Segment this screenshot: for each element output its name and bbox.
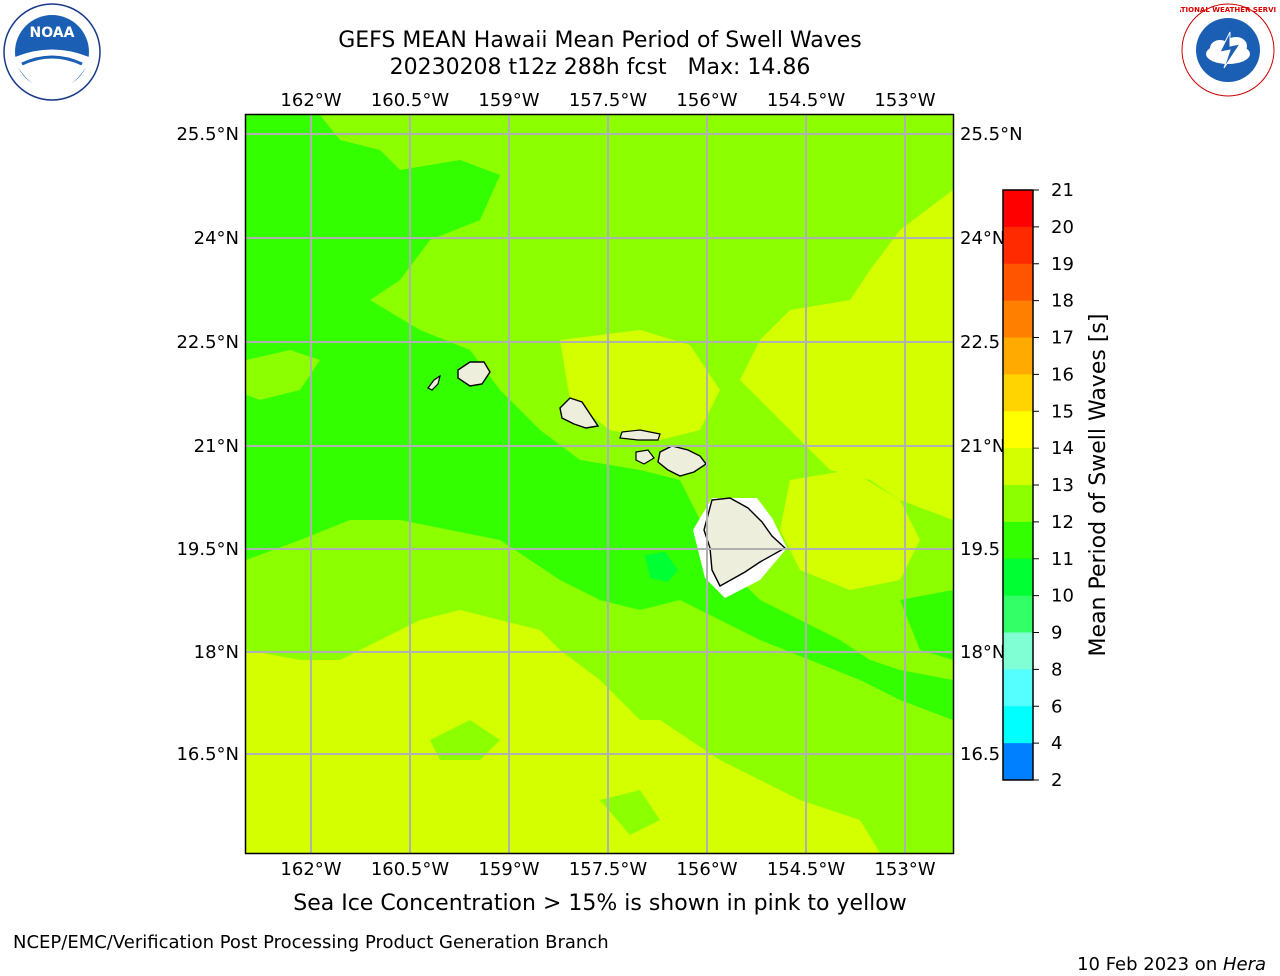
- chart-title-line2: 20230208 t12z 288h fcst Max: 14.86: [389, 55, 811, 80]
- colorbar-segment: [1003, 448, 1033, 486]
- colorbar-segment: [1003, 521, 1033, 560]
- island-maui: [657, 445, 708, 477]
- lon-labels-top: 162°W 160.5°W 159°W 157.5°W 156°W 154.5°…: [280, 90, 935, 111]
- field-14s-patch-a: [560, 330, 720, 440]
- colorbar-segment: [1003, 743, 1033, 781]
- noaa-logo-text: NOAA: [30, 25, 75, 41]
- colorbar-tick-label: 17: [1051, 328, 1074, 349]
- footer-machine: Hera: [1222, 954, 1266, 975]
- colorbar-tick-label: 21: [1051, 180, 1074, 201]
- lat-label: 24°N: [194, 228, 239, 249]
- colorbar-segment: [1003, 411, 1033, 449]
- colorbar-segment: [1003, 595, 1033, 633]
- lon-label: 153°W: [874, 90, 935, 111]
- swell-period-field: [246, 115, 953, 853]
- footer-left: NCEP/EMC/Verification Post Processing Pr…: [13, 932, 609, 953]
- colorbar-tick-label: 20: [1051, 217, 1074, 238]
- island-kauai: [457, 361, 491, 387]
- lat-label: 19.5: [960, 539, 1000, 560]
- colorbar-tick-label: 16: [1051, 364, 1074, 385]
- lat-label: 24°N: [960, 228, 1005, 249]
- colorbar-tick-label: 14: [1051, 438, 1074, 459]
- lon-label: 154.5°W: [767, 859, 846, 880]
- graticule: [246, 115, 953, 853]
- island-oahu: [559, 397, 600, 429]
- lat-label: 16.5: [960, 744, 1000, 765]
- lon-label: 160.5°W: [371, 859, 450, 880]
- lat-labels-right: 25.5°N 24°N 22.5 21°N 19.5 18°N 16.5: [960, 124, 1023, 765]
- lat-labels-left: 25.5°N 24°N 22.5°N 21°N 19.5°N 18°N 16.5…: [176, 124, 239, 765]
- lon-label: 156°W: [676, 859, 737, 880]
- colorbar: 21 20 19 18 17 16 15 14 13 12 11 10 9 8 6 4 2: [1002, 180, 1074, 791]
- lon-label: 159°W: [478, 90, 539, 111]
- lon-label: 160.5°W: [371, 90, 450, 111]
- colorbar-tick-label: 9: [1051, 623, 1062, 644]
- colorbar-segment: [1003, 190, 1033, 228]
- colorbar-tick-label: 11: [1051, 549, 1074, 570]
- lon-label: 159°W: [478, 859, 539, 880]
- footer-date: 10 Feb 2023 on: [1077, 954, 1223, 975]
- colorbar-tick-label: 10: [1051, 586, 1074, 607]
- field-13s-south-patch-2: [600, 790, 660, 835]
- colorbar-segment: [1003, 337, 1033, 375]
- colorbar-segment: [1003, 226, 1033, 265]
- sea-ice-caption: Sea Ice Concentration > 15% is shown in …: [293, 891, 907, 916]
- chart-title-line1: GEFS MEAN Hawaii Mean Period of Swell Wa…: [338, 28, 862, 53]
- colorbar-tick-label: 15: [1051, 401, 1074, 422]
- lon-label: 157.5°W: [569, 90, 648, 111]
- lon-label: 156°W: [676, 90, 737, 111]
- noaa-logo: NOAA: [2, 2, 102, 102]
- lat-label: 21°N: [194, 436, 239, 457]
- map-frame: [244, 113, 955, 855]
- footer-right: 10 Feb 2023 on Hera: [1066, 932, 1266, 976]
- colorbar-tick-label: 4: [1051, 733, 1062, 754]
- lon-label: 157.5°W: [569, 859, 648, 880]
- lat-label: 25.5°N: [176, 124, 239, 145]
- island-molokai: [619, 429, 661, 441]
- nws-ring-text: NATIONAL WEATHER SERVICE: [1180, 6, 1276, 14]
- lat-label: 16.5°N: [176, 744, 239, 765]
- colorbar-tick-label: 6: [1051, 696, 1062, 717]
- lat-label: 25.5°N: [960, 124, 1023, 145]
- nws-logo: NATIONAL WEATHER SERVICE: [1170, 2, 1280, 98]
- colorbar-label: Mean Period of Swell Waves [s]: [1086, 314, 1111, 657]
- lon-label: 162°W: [280, 90, 341, 111]
- lon-label: 153°W: [874, 859, 935, 880]
- lat-label: 21°N: [960, 436, 1005, 457]
- lat-label: 22.5: [960, 332, 1000, 353]
- colorbar-tick-label: 2: [1051, 770, 1062, 791]
- lon-label: 162°W: [280, 859, 341, 880]
- lat-label: 18°N: [960, 642, 1005, 663]
- colorbar-tick-label: 19: [1051, 254, 1074, 275]
- lat-label: 18°N: [194, 642, 239, 663]
- field-14s-patch-b: [780, 470, 920, 590]
- lat-label: 19.5°N: [176, 539, 239, 560]
- field-12s: [246, 115, 953, 720]
- colorbar-tick-label: 13: [1051, 475, 1074, 496]
- colorbar-segment: [1003, 558, 1033, 597]
- field-14s-south: [246, 690, 720, 853]
- field-11s: [645, 552, 678, 582]
- colorbar-segment: [1003, 374, 1033, 412]
- colorbar-tick-label: 18: [1051, 291, 1074, 312]
- colorbar-segment: [1003, 300, 1033, 338]
- field-13s-south-patch: [430, 720, 500, 760]
- lat-label: 22.5°N: [176, 332, 239, 353]
- lon-labels-bottom: 162°W 160.5°W 159°W 157.5°W 156°W 154.5°…: [280, 859, 935, 880]
- field-12s-west-patch: [246, 350, 320, 400]
- colorbar-tick-label: 8: [1051, 659, 1062, 680]
- colorbar-segment: [1003, 485, 1033, 523]
- island-kahoolawe: [635, 449, 655, 465]
- colorbar-segment: [1003, 632, 1033, 670]
- colorbar-segment: [1003, 669, 1033, 707]
- island-niihau: [427, 374, 441, 391]
- lon-label: 154.5°W: [767, 90, 846, 111]
- colorbar-segment: [1003, 263, 1033, 302]
- field-12s-east: [900, 590, 953, 660]
- colorbar-segment: [1003, 706, 1033, 744]
- colorbar-tick-label: 12: [1051, 512, 1074, 533]
